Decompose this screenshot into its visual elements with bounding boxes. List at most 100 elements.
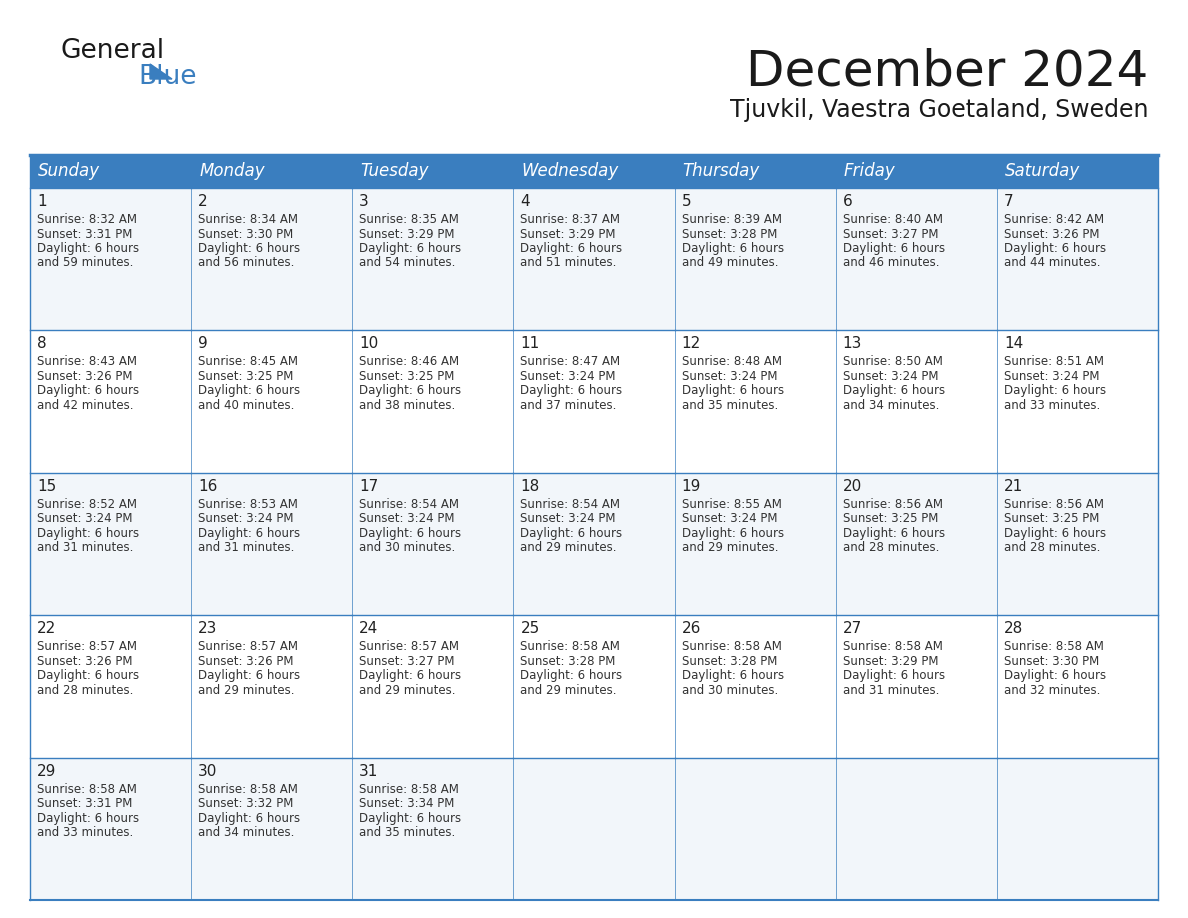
Text: General: General: [61, 38, 164, 64]
Text: Sunrise: 8:32 AM: Sunrise: 8:32 AM: [37, 213, 137, 226]
Text: Daylight: 6 hours: Daylight: 6 hours: [682, 527, 784, 540]
Text: Sunrise: 8:35 AM: Sunrise: 8:35 AM: [359, 213, 459, 226]
Bar: [353, 330, 513, 473]
Text: 22: 22: [37, 621, 56, 636]
Bar: [353, 757, 513, 900]
Bar: [30, 330, 191, 473]
Bar: [513, 330, 675, 473]
Bar: [30, 473, 191, 615]
Text: Sunset: 3:24 PM: Sunset: 3:24 PM: [682, 512, 777, 525]
Text: Sunrise: 8:58 AM: Sunrise: 8:58 AM: [359, 783, 459, 796]
Text: Daylight: 6 hours: Daylight: 6 hours: [1004, 669, 1106, 682]
Text: and 44 minutes.: and 44 minutes.: [1004, 256, 1100, 270]
Text: Daylight: 6 hours: Daylight: 6 hours: [520, 242, 623, 255]
Text: Sunrise: 8:58 AM: Sunrise: 8:58 AM: [1004, 640, 1104, 654]
Text: 21: 21: [1004, 479, 1023, 494]
Text: and 29 minutes.: and 29 minutes.: [520, 542, 617, 554]
Text: and 56 minutes.: and 56 minutes.: [198, 256, 295, 270]
Bar: [997, 155, 1158, 188]
Text: Sunrise: 8:58 AM: Sunrise: 8:58 AM: [842, 640, 942, 654]
Text: and 35 minutes.: and 35 minutes.: [359, 826, 455, 839]
Text: 10: 10: [359, 336, 379, 352]
Bar: [353, 615, 513, 757]
Text: Sunset: 3:25 PM: Sunset: 3:25 PM: [842, 512, 939, 525]
Text: Sunset: 3:24 PM: Sunset: 3:24 PM: [359, 512, 455, 525]
Text: Tuesday: Tuesday: [360, 162, 429, 181]
Text: Daylight: 6 hours: Daylight: 6 hours: [359, 527, 461, 540]
Text: and 29 minutes.: and 29 minutes.: [520, 684, 617, 697]
Text: and 29 minutes.: and 29 minutes.: [198, 684, 295, 697]
Text: Tjuvkil, Vaestra Goetaland, Sweden: Tjuvkil, Vaestra Goetaland, Sweden: [729, 98, 1148, 122]
Text: Daylight: 6 hours: Daylight: 6 hours: [198, 242, 301, 255]
Text: Thursday: Thursday: [683, 162, 760, 181]
Text: and 28 minutes.: and 28 minutes.: [1004, 542, 1100, 554]
Text: and 31 minutes.: and 31 minutes.: [198, 542, 295, 554]
Text: 9: 9: [198, 336, 208, 352]
Bar: [997, 330, 1158, 473]
Text: Sunrise: 8:37 AM: Sunrise: 8:37 AM: [520, 213, 620, 226]
Text: 1: 1: [37, 194, 46, 209]
Text: Sunrise: 8:54 AM: Sunrise: 8:54 AM: [520, 498, 620, 510]
Text: Daylight: 6 hours: Daylight: 6 hours: [1004, 242, 1106, 255]
Text: Sunset: 3:27 PM: Sunset: 3:27 PM: [842, 228, 939, 241]
Text: and 59 minutes.: and 59 minutes.: [37, 256, 133, 270]
Text: Daylight: 6 hours: Daylight: 6 hours: [520, 669, 623, 682]
Bar: [513, 155, 675, 188]
Text: Sunrise: 8:50 AM: Sunrise: 8:50 AM: [842, 355, 942, 368]
Text: 28: 28: [1004, 621, 1023, 636]
Text: and 31 minutes.: and 31 minutes.: [842, 684, 939, 697]
Text: and 33 minutes.: and 33 minutes.: [1004, 399, 1100, 412]
Text: and 31 minutes.: and 31 minutes.: [37, 542, 133, 554]
Text: Sunrise: 8:58 AM: Sunrise: 8:58 AM: [37, 783, 137, 796]
Text: Daylight: 6 hours: Daylight: 6 hours: [682, 669, 784, 682]
Text: Sunrise: 8:51 AM: Sunrise: 8:51 AM: [1004, 355, 1104, 368]
Text: 17: 17: [359, 479, 379, 494]
Text: Sunset: 3:24 PM: Sunset: 3:24 PM: [1004, 370, 1099, 383]
Bar: [191, 155, 353, 188]
Bar: [997, 757, 1158, 900]
Text: Daylight: 6 hours: Daylight: 6 hours: [1004, 527, 1106, 540]
Text: 3: 3: [359, 194, 369, 209]
Text: Sunrise: 8:55 AM: Sunrise: 8:55 AM: [682, 498, 782, 510]
Text: Sunset: 3:24 PM: Sunset: 3:24 PM: [520, 512, 615, 525]
Text: and 35 minutes.: and 35 minutes.: [682, 399, 778, 412]
Bar: [835, 757, 997, 900]
Text: 7: 7: [1004, 194, 1013, 209]
Bar: [191, 473, 353, 615]
Text: Daylight: 6 hours: Daylight: 6 hours: [37, 669, 139, 682]
Text: 20: 20: [842, 479, 862, 494]
Text: Sunrise: 8:57 AM: Sunrise: 8:57 AM: [359, 640, 460, 654]
Text: Daylight: 6 hours: Daylight: 6 hours: [842, 242, 944, 255]
Text: 30: 30: [198, 764, 217, 778]
Text: December 2024: December 2024: [746, 48, 1148, 96]
Text: Sunrise: 8:56 AM: Sunrise: 8:56 AM: [1004, 498, 1104, 510]
Bar: [513, 188, 675, 330]
Bar: [30, 757, 191, 900]
Bar: [675, 188, 835, 330]
Text: 13: 13: [842, 336, 862, 352]
Text: 18: 18: [520, 479, 539, 494]
Text: and 33 minutes.: and 33 minutes.: [37, 826, 133, 839]
Text: Sunrise: 8:39 AM: Sunrise: 8:39 AM: [682, 213, 782, 226]
Text: Sunrise: 8:57 AM: Sunrise: 8:57 AM: [37, 640, 137, 654]
Text: and 49 minutes.: and 49 minutes.: [682, 256, 778, 270]
Bar: [191, 330, 353, 473]
Text: Daylight: 6 hours: Daylight: 6 hours: [520, 527, 623, 540]
Text: Daylight: 6 hours: Daylight: 6 hours: [359, 812, 461, 824]
Text: 26: 26: [682, 621, 701, 636]
Text: 23: 23: [198, 621, 217, 636]
Text: Sunset: 3:29 PM: Sunset: 3:29 PM: [520, 228, 615, 241]
Text: 15: 15: [37, 479, 56, 494]
Text: Daylight: 6 hours: Daylight: 6 hours: [37, 385, 139, 397]
Text: Daylight: 6 hours: Daylight: 6 hours: [1004, 385, 1106, 397]
Text: 8: 8: [37, 336, 46, 352]
Bar: [997, 188, 1158, 330]
Text: and 42 minutes.: and 42 minutes.: [37, 399, 133, 412]
Bar: [191, 615, 353, 757]
Text: Daylight: 6 hours: Daylight: 6 hours: [37, 242, 139, 255]
Text: and 30 minutes.: and 30 minutes.: [682, 684, 778, 697]
Text: Sunrise: 8:34 AM: Sunrise: 8:34 AM: [198, 213, 298, 226]
Text: 19: 19: [682, 479, 701, 494]
Bar: [997, 615, 1158, 757]
Text: Sunset: 3:24 PM: Sunset: 3:24 PM: [37, 512, 133, 525]
